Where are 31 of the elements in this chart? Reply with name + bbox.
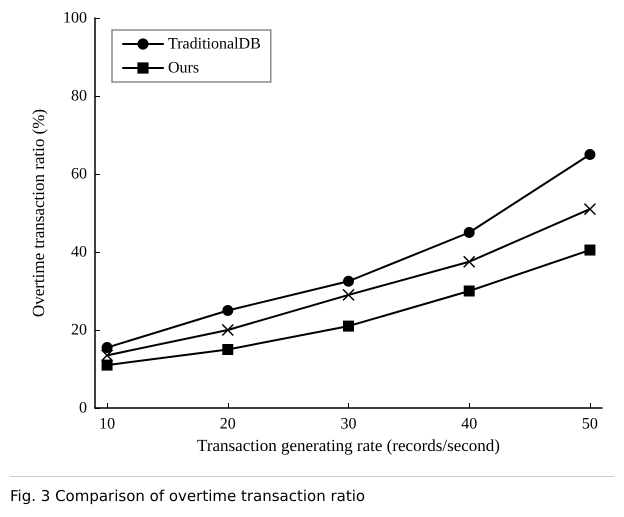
point <box>222 305 234 316</box>
point <box>464 227 475 238</box>
point <box>584 149 596 160</box>
y-axis-title: Overtime transaction ratio (%) <box>29 108 48 318</box>
point <box>584 202 596 216</box>
y-tick-label: 80 <box>71 88 87 104</box>
point <box>343 320 354 332</box>
x-tick-label: 50 <box>582 416 598 432</box>
y-tick-label: 0 <box>79 400 87 416</box>
legend-label: Ours <box>168 60 200 76</box>
x-tick-label: 40 <box>461 416 478 432</box>
y-tick-label: 60 <box>71 166 87 182</box>
point <box>343 276 354 287</box>
point <box>102 342 113 354</box>
point <box>222 344 234 355</box>
y-tick-label: 40 <box>71 244 87 260</box>
point <box>462 256 476 268</box>
legend-label: TraditionalDB <box>168 36 261 52</box>
y-tick-label: 100 <box>63 10 87 26</box>
x-axis-title: Transaction generating rate (records/second) <box>197 436 500 455</box>
point <box>100 349 114 362</box>
point <box>222 324 234 336</box>
x-tick-label: 20 <box>220 416 236 432</box>
y-tick-label: 20 <box>71 322 87 338</box>
x-tick-label: 10 <box>99 416 116 432</box>
point <box>102 360 113 371</box>
point <box>342 288 355 302</box>
point <box>584 244 596 256</box>
x-tick-label: 30 <box>340 416 356 432</box>
point <box>464 286 475 296</box>
caption: Fig. 3 Comparison of overtime transaction ratio <box>10 476 614 505</box>
